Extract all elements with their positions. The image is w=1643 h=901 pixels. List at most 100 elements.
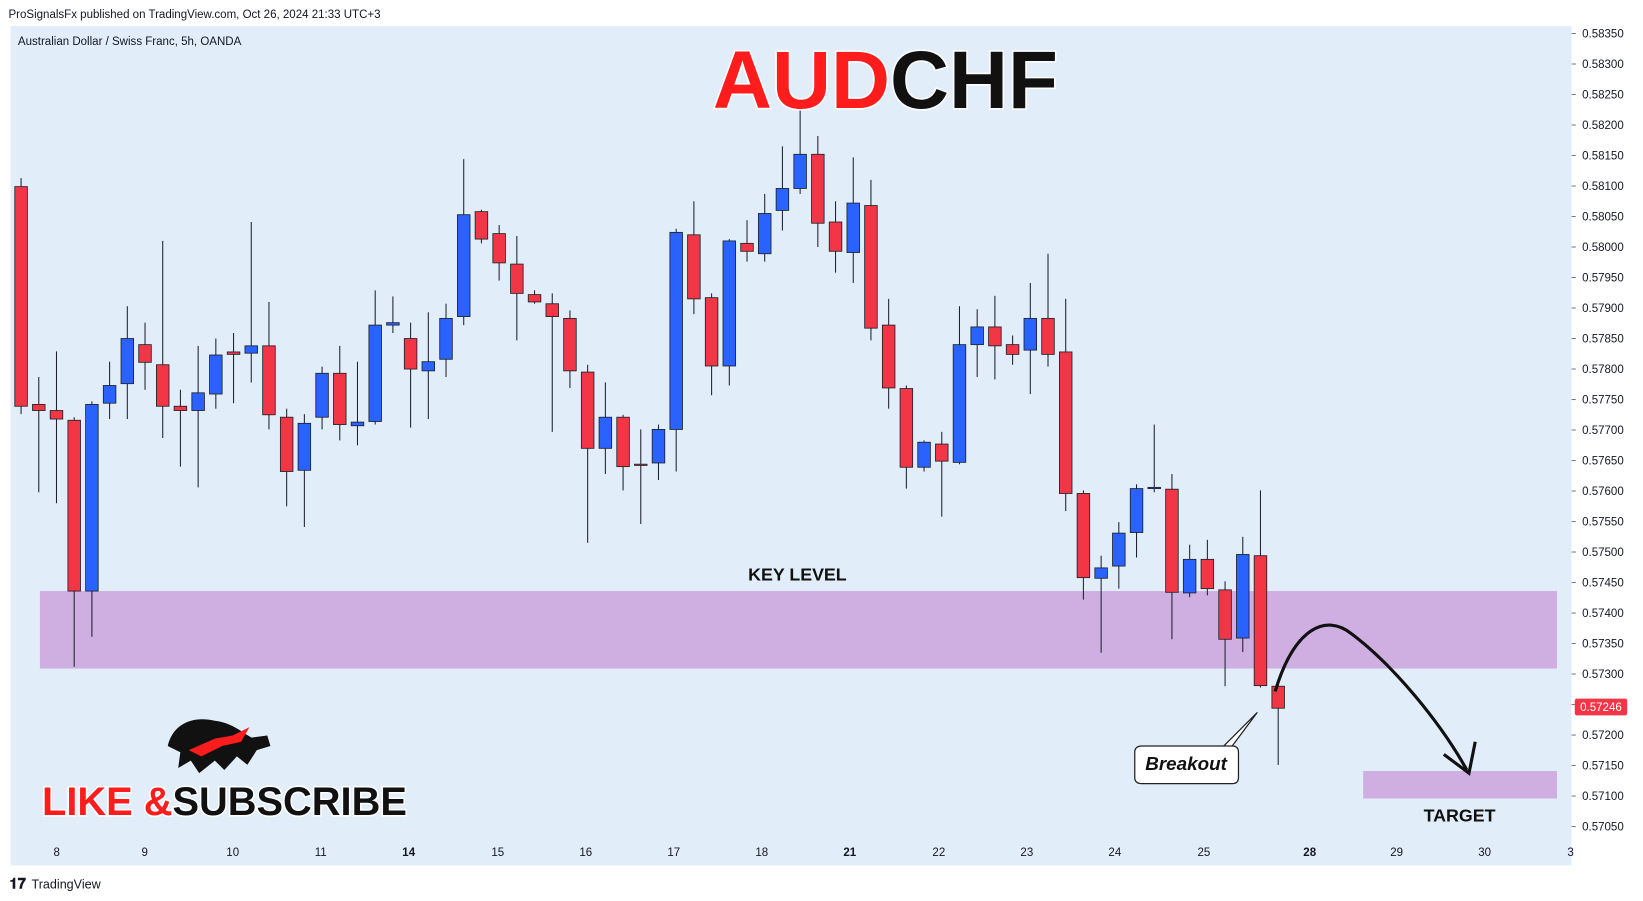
y-tick-label: 0.57300 — [1582, 669, 1624, 681]
candle-body — [1129, 488, 1144, 533]
candle-body — [828, 221, 843, 252]
y-tick-label: 0.57650 — [1582, 456, 1624, 468]
candle-body — [1236, 554, 1250, 639]
symbol-label: Australian Dollar / Swiss Franc, 5h, OAN… — [18, 36, 242, 48]
candle-body — [545, 303, 559, 317]
candle-body — [1076, 493, 1091, 579]
x-tick-label: 9 — [141, 847, 147, 859]
candle-body — [138, 344, 152, 363]
footer-brand: TradingView — [32, 877, 102, 891]
candle-body — [740, 242, 754, 252]
y-tick-label: 0.57200 — [1582, 730, 1624, 742]
y-tick-label: 0.58150 — [1582, 151, 1624, 163]
candle-body — [439, 317, 453, 360]
publisher-header: ProSignalsFx published on TradingView.co… — [9, 9, 381, 21]
candle-body — [350, 421, 365, 427]
x-tick-label: 14 — [402, 847, 415, 859]
x-tick-label: 22 — [932, 847, 945, 859]
candle-body — [775, 188, 790, 211]
chart-background — [10, 26, 1572, 866]
zone — [39, 591, 1557, 669]
candle-body — [580, 371, 595, 449]
y-tick-label: 0.57950 — [1582, 273, 1624, 285]
x-tick-label: 30 — [1478, 847, 1491, 859]
candle-body — [32, 403, 46, 411]
candle-body — [386, 322, 400, 326]
candle-body — [1059, 351, 1073, 494]
candle-body — [226, 351, 241, 355]
candle-body — [209, 354, 223, 395]
candle-body — [988, 326, 1002, 347]
y-tick-label: 0.57750 — [1582, 395, 1624, 407]
y-tick-label: 0.57600 — [1582, 486, 1624, 498]
y-tick-label: 0.57900 — [1582, 303, 1624, 315]
x-tick-label: 8 — [53, 847, 59, 859]
y-tick-label: 0.58200 — [1582, 120, 1624, 132]
title-part: CHF — [890, 35, 1058, 126]
candle-body — [1041, 317, 1055, 355]
candle-body — [598, 416, 613, 449]
y-tick-label: 0.57150 — [1582, 761, 1624, 773]
y-tick-label: 0.57800 — [1582, 364, 1624, 376]
x-tick-label: 15 — [491, 847, 504, 859]
price-axis-background — [1571, 26, 1643, 866]
candle-body — [1253, 555, 1268, 687]
y-tick-label: 0.57350 — [1582, 639, 1624, 651]
candle-body — [1165, 488, 1179, 593]
y-tick-label: 0.57450 — [1582, 578, 1624, 590]
candle-body — [722, 240, 737, 367]
callout-box — [1134, 711, 1258, 785]
y-tick-label: 0.57500 — [1582, 547, 1624, 559]
x-tick-label: 17 — [667, 847, 680, 859]
candle-body — [651, 429, 666, 464]
y-tick-label: 0.58100 — [1582, 181, 1624, 193]
candle-body — [758, 213, 772, 255]
candle-body — [262, 345, 276, 416]
candle-body — [1200, 558, 1215, 590]
candle-body — [457, 214, 471, 317]
candle-body — [315, 372, 329, 418]
candle-body — [403, 338, 418, 370]
candle-body — [421, 361, 436, 372]
candle-body — [67, 419, 81, 592]
candle-body — [917, 441, 931, 468]
candle-body — [563, 317, 577, 372]
y-tick-label: 0.58300 — [1582, 59, 1624, 71]
candle-body — [1094, 567, 1108, 579]
zone-label: TARGET — [1424, 806, 1496, 826]
x-tick-label: 24 — [1108, 847, 1121, 859]
candle-body — [1271, 685, 1285, 709]
bull-logo — [167, 719, 271, 774]
y-tick-label: 0.58350 — [1582, 29, 1624, 41]
banner-part: SUBSCRIBE — [172, 780, 406, 824]
candle-body — [527, 294, 542, 303]
zone-label: KEY LEVEL — [748, 565, 847, 585]
banner-part: LIKE & — [42, 780, 172, 824]
last-price-box — [1574, 698, 1628, 716]
candle-body — [793, 153, 807, 189]
subscribe-banner: LIKE &SUBSCRIBE — [42, 780, 407, 824]
y-tick-label: 0.57050 — [1582, 822, 1624, 834]
candle-body — [881, 324, 896, 389]
candle-body — [616, 416, 630, 468]
candle-body — [297, 422, 312, 471]
x-tick-label: 3 — [1567, 847, 1573, 859]
y-tick-label: 0.58000 — [1582, 242, 1624, 254]
candle-body — [846, 202, 860, 253]
candle-body — [191, 392, 205, 411]
candle-body — [510, 263, 524, 294]
arrow-head — [1442, 741, 1477, 776]
x-tick-label: 18 — [755, 847, 768, 859]
x-tick-label: 23 — [1020, 847, 1033, 859]
y-tick-label: 0.57850 — [1582, 334, 1624, 346]
candle-body — [474, 211, 489, 240]
x-tick-label: 10 — [226, 847, 239, 859]
x-tick-label: 21 — [843, 847, 856, 859]
zone — [1363, 771, 1557, 799]
candle-body — [1218, 589, 1232, 640]
candle-body — [899, 388, 914, 468]
x-tick-label: 11 — [315, 847, 327, 859]
candle-body — [279, 416, 294, 472]
